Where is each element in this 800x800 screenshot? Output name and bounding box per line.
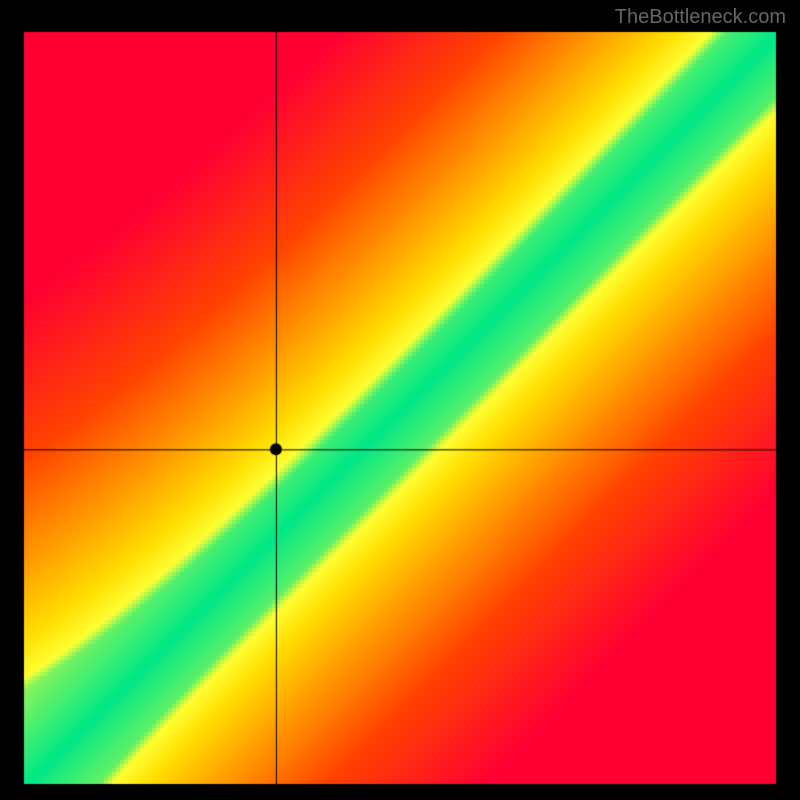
watermark-text: TheBottleneck.com (615, 6, 786, 29)
chart-container: TheBottleneck.com (0, 0, 800, 800)
bottleneck-heatmap-canvas (0, 0, 800, 800)
